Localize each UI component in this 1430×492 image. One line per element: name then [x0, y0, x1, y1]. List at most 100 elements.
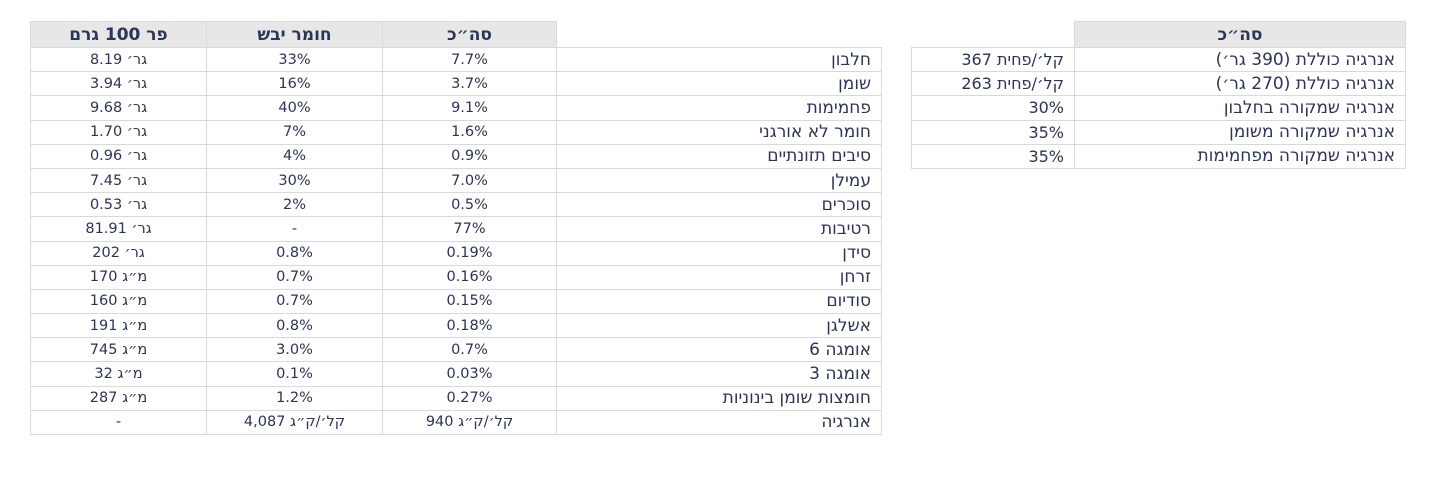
energy-value-cell: 30%	[911, 95, 1075, 121]
table-row: 9.68 גר׳ 40% 9.1% פחמימות	[30, 95, 882, 121]
dry-matter-cell: 7%	[206, 119, 383, 145]
table-row: 0.96 גר׳ 4% 0.9% סיבים תזונתיים	[30, 143, 882, 169]
per-100g-cell: 81.91 גר׳	[30, 216, 207, 242]
dry-matter-cell: 1.2%	[206, 385, 383, 411]
dry-matter-header: חומר יבש	[206, 21, 383, 48]
nutrient-label: חומצות שומן בינוניות	[556, 385, 882, 411]
nutrient-label: שומן	[556, 71, 882, 97]
dry-matter-cell: 2%	[206, 192, 383, 218]
table-row: 367 קל׳/פחית אנרגיה כוללת (390 גר׳)	[911, 46, 1406, 73]
table-row: 30% אנרגיה שמקורה בחלבון	[911, 95, 1406, 121]
per-100g-cell: 745 מ״ג	[30, 337, 207, 363]
dry-matter-cell: 4%	[206, 143, 383, 169]
dry-matter-cell: 0.7%	[206, 264, 383, 290]
table-row: -4,087 קל׳/ק״ג 940 קל׳/ק״ג אנרגיה	[30, 409, 882, 436]
nutrient-label: עמילן	[556, 167, 882, 194]
total-cell: 7.7%	[382, 46, 557, 73]
table-row: 287 מ״ג 1.2% 0.27% חומצות שומן בינוניות	[30, 385, 882, 411]
nutrient-label: סודיום	[556, 288, 882, 315]
total-header: סה״כ	[382, 21, 557, 48]
total-cell: 0.15%	[382, 288, 557, 315]
label-header-blank	[556, 21, 882, 48]
table-row: 81.91 גר׳ -77% רטיבות	[30, 216, 882, 242]
nutrition-table: פר 100 גרם חומר יבש סה״כ 8.19 גר׳ 33% 7.7%…	[30, 21, 882, 436]
dry-matter-cell: 4,087 קל׳/ק״ג	[206, 409, 383, 436]
dry-matter-cell: 0.7%	[206, 288, 383, 315]
nutrition-header-row: פר 100 גרם חומר יבש סה״כ	[30, 21, 882, 48]
per-100g-cell: 191 מ״ג	[30, 313, 207, 339]
dry-matter-cell: 33%	[206, 46, 383, 73]
per-100g-cell: 287 מ״ג	[30, 385, 207, 411]
table-row: 1.70 גר׳ 7% 1.6% חומר לא אורגני	[30, 119, 882, 145]
energy-table: סה״כ 367 קל׳/פחית אנרגיה כוללת (390 גר׳) 2…	[911, 21, 1406, 169]
per-100g-cell: 7.45 גר׳	[30, 167, 207, 194]
table-row: 263 קל׳/פחית אנרגיה כוללת (270 גר׳)	[911, 71, 1406, 97]
table-row: 3.94 גר׳ 16% 3.7% שומן	[30, 71, 882, 97]
nutrient-label: סיבים תזונתיים	[556, 143, 882, 169]
table-row: 35% אנרגיה שמקורה משומן	[911, 119, 1406, 145]
per-100g-cell: 32 מ״ג	[30, 361, 207, 387]
dry-matter-cell: 0.1%	[206, 361, 383, 387]
total-cell: 940 קל׳/ק״ג	[382, 409, 557, 436]
table-row: 745 מ״ג 3.0% 0.7% אומגה 6	[30, 337, 882, 363]
total-cell: 0.19%	[382, 240, 557, 266]
total-cell: 77%	[382, 216, 557, 242]
dry-matter-cell: 40%	[206, 95, 383, 121]
energy-header-row: סה״כ	[911, 21, 1406, 48]
nutrient-label: חומר לא אורגני	[556, 119, 882, 145]
nutrient-label: אומגה 6	[556, 337, 882, 363]
energy-value-cell: 367 קל׳/פחית	[911, 46, 1075, 73]
total-cell: 3.7%	[382, 71, 557, 97]
nutrient-label: חלבון	[556, 46, 882, 73]
nutrient-label: סידן	[556, 240, 882, 266]
total-cell: 7.0%	[382, 167, 557, 194]
energy-value-cell: 263 קל׳/פחית	[911, 71, 1075, 97]
per-100g-header: פר 100 גרם	[30, 21, 207, 48]
per-100g-cell: 202 גר׳	[30, 240, 207, 266]
per-100g-cell: 160 מ״ג	[30, 288, 207, 315]
total-cell: 0.9%	[382, 143, 557, 169]
nutrient-label: אנרגיה	[556, 409, 882, 436]
per-100g-cell: 1.70 גר׳	[30, 119, 207, 145]
total-cell: 0.27%	[382, 385, 557, 411]
total-cell: 0.7%	[382, 337, 557, 363]
table-row: 202 גר׳ 0.8% 0.19% סידן	[30, 240, 882, 266]
per-100g-cell: 0.53 גר׳	[30, 192, 207, 218]
table-row: 170 מ״ג 0.7% 0.16% זרחן	[30, 264, 882, 290]
per-100g-cell: 9.68 גר׳	[30, 95, 207, 121]
per-100g-cell: -	[30, 409, 207, 436]
per-100g-cell: 8.19 גר׳	[30, 46, 207, 73]
total-cell: 0.5%	[382, 192, 557, 218]
table-row: 160 מ״ג 0.7% 0.15% סודיום	[30, 288, 882, 315]
per-100g-cell: 170 מ״ג	[30, 264, 207, 290]
energy-label-cell: אנרגיה כוללת (390 גר׳)	[1074, 46, 1406, 73]
nutrient-label: פחמימות	[556, 95, 882, 121]
dry-matter-cell: -	[206, 216, 383, 242]
per-100g-cell: 0.96 גר׳	[30, 143, 207, 169]
table-row: 0.53 גר׳ 2% 0.5% סוכרים	[30, 192, 882, 218]
energy-value-cell: 35%	[911, 143, 1075, 169]
dry-matter-cell: 0.8%	[206, 240, 383, 266]
nutrient-label: רטיבות	[556, 216, 882, 242]
dry-matter-cell: 16%	[206, 71, 383, 97]
energy-value-header-blank	[911, 21, 1075, 48]
per-100g-cell: 3.94 גר׳	[30, 71, 207, 97]
nutrient-label: אומגה 3	[556, 361, 882, 387]
dry-matter-cell: 0.8%	[206, 313, 383, 339]
total-cell: 0.03%	[382, 361, 557, 387]
energy-total-header: סה״כ	[1074, 21, 1406, 48]
table-row: 35% אנרגיה שמקורה מפחמימות	[911, 143, 1406, 169]
energy-label-cell: אנרגיה שמקורה משומן	[1074, 119, 1406, 145]
table-row: 32 מ״ג 0.1% 0.03% אומגה 3	[30, 361, 882, 387]
nutrient-label: זרחן	[556, 264, 882, 290]
nutrient-label: אשלגן	[556, 313, 882, 339]
table-row: 191 מ״ג 0.8% 0.18% אשלגן	[30, 313, 882, 339]
energy-label-cell: אנרגיה כוללת (270 גר׳)	[1074, 71, 1406, 97]
total-cell: 1.6%	[382, 119, 557, 145]
nutrient-label: סוכרים	[556, 192, 882, 218]
dry-matter-cell: 3.0%	[206, 337, 383, 363]
total-cell: 9.1%	[382, 95, 557, 121]
energy-label-cell: אנרגיה שמקורה מפחמימות	[1074, 143, 1406, 169]
energy-value-cell: 35%	[911, 119, 1075, 145]
total-cell: 0.16%	[382, 264, 557, 290]
